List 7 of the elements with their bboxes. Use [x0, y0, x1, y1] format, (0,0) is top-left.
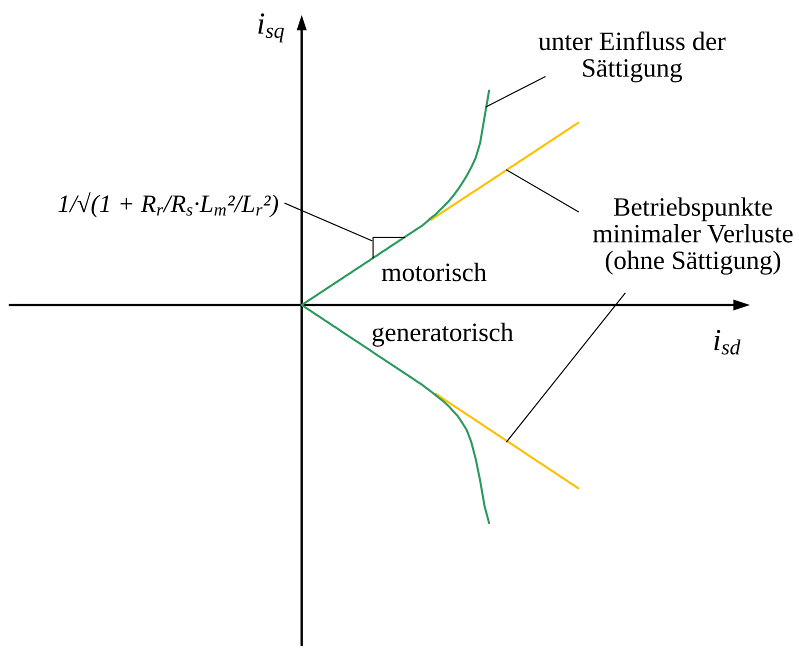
- annotation: motorisch: [382, 262, 486, 282]
- text: 1/√(1 + R$_{r}$/R$_{s}$·L$_{m}$²/L$_{r}$²): [58, 192, 278, 218]
- text: unter Einfluss der Sättigung: [538, 31, 726, 82]
- y-axis-title: i$_{sq}$: [258, 13, 284, 42]
- x-axis-title: i$_{sd}$: [714, 330, 740, 355]
- text: Betriebspunkte minimaler Verluste (ohne Sättigung): [593, 197, 793, 275]
- annotation: generatorisch: [372, 322, 514, 347]
